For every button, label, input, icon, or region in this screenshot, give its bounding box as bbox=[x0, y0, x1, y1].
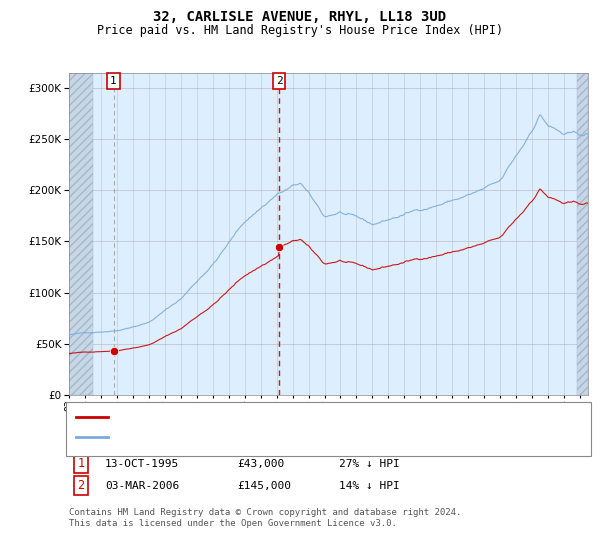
Text: 1: 1 bbox=[77, 457, 85, 470]
Text: 32, CARLISLE AVENUE, RHYL, LL18 3UD: 32, CARLISLE AVENUE, RHYL, LL18 3UD bbox=[154, 10, 446, 24]
Text: £43,000: £43,000 bbox=[237, 459, 284, 469]
Text: Price paid vs. HM Land Registry's House Price Index (HPI): Price paid vs. HM Land Registry's House … bbox=[97, 24, 503, 37]
Text: £145,000: £145,000 bbox=[237, 480, 291, 491]
Text: 32, CARLISLE AVENUE, RHYL, LL18 3UD (detached house): 32, CARLISLE AVENUE, RHYL, LL18 3UD (det… bbox=[114, 412, 439, 422]
Text: 14% ↓ HPI: 14% ↓ HPI bbox=[339, 480, 400, 491]
Text: HPI: Average price, detached house, Denbighshire: HPI: Average price, detached house, Denb… bbox=[114, 432, 414, 442]
Text: 27% ↓ HPI: 27% ↓ HPI bbox=[339, 459, 400, 469]
Text: 1: 1 bbox=[110, 76, 117, 86]
Text: Contains HM Land Registry data © Crown copyright and database right 2024.
This d: Contains HM Land Registry data © Crown c… bbox=[69, 508, 461, 528]
Text: 2: 2 bbox=[276, 76, 283, 86]
Text: 13-OCT-1995: 13-OCT-1995 bbox=[105, 459, 179, 469]
Text: 2: 2 bbox=[77, 479, 85, 492]
Text: 03-MAR-2006: 03-MAR-2006 bbox=[105, 480, 179, 491]
